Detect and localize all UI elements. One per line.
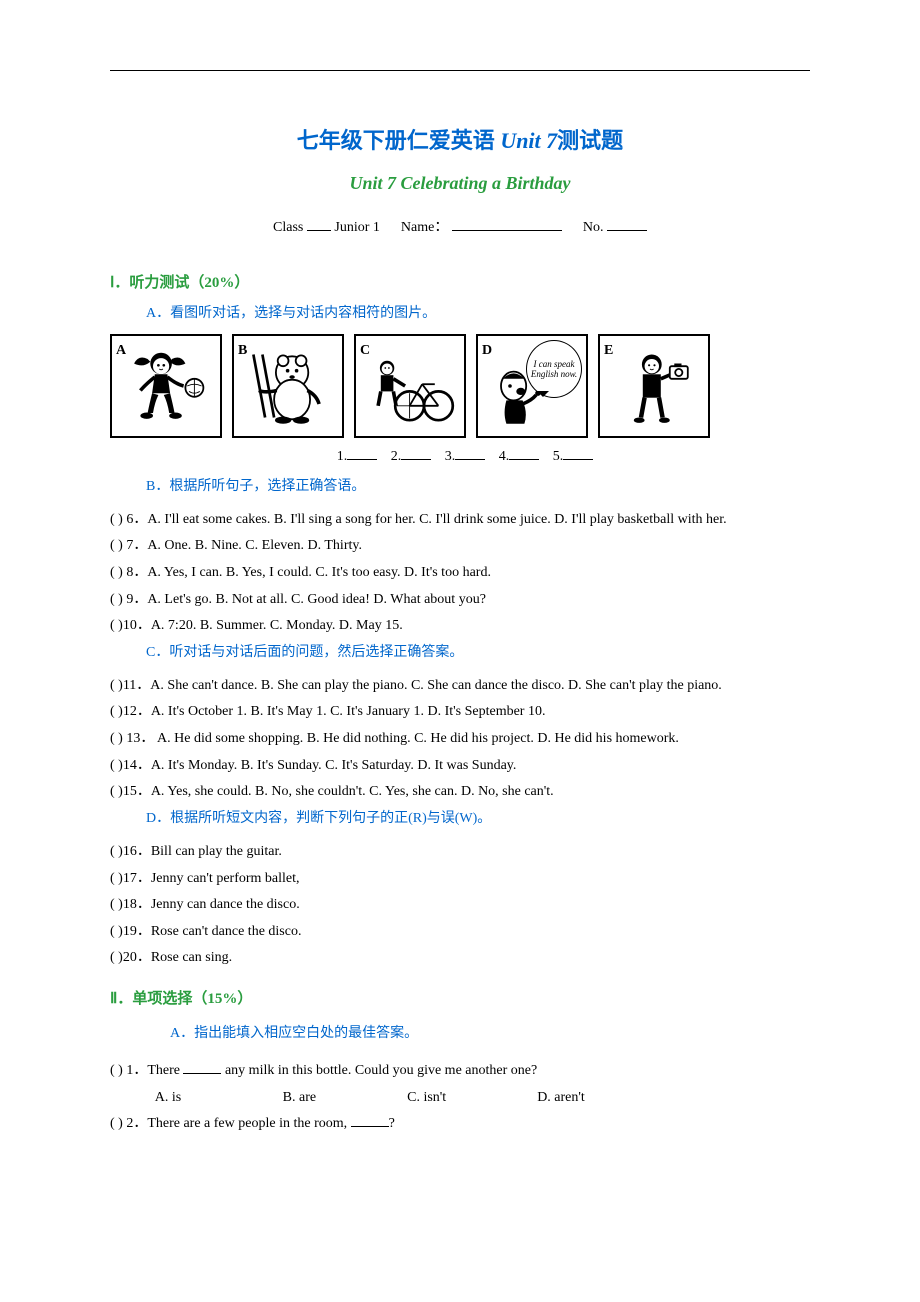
nb-3: 3. — [445, 449, 456, 464]
bubble-text: I can speak English now. — [529, 359, 579, 381]
image-options-row: A B — [110, 334, 810, 438]
blank-3[interactable] — [455, 446, 485, 460]
q9: ( ) 9．A. Let's go. B. Not at all. C. Goo… — [110, 587, 810, 614]
sub-d: D．根据所听短文内容，判断下列句子的正(R)与误(W)。 — [110, 806, 810, 831]
q10: ( )10．A. 7:20. B. Summer. C. Monday. D. … — [110, 613, 810, 640]
q19: ( )19．Rose can't dance the disco. — [110, 919, 810, 946]
q6: ( ) 6．A. I'll eat some cakes. B. I'll si… — [110, 507, 810, 534]
meta-name-label: Name： — [401, 220, 448, 235]
q15: ( )15．A. Yes, she could. B. No, she coul… — [110, 779, 810, 806]
blank-4[interactable] — [509, 446, 539, 460]
s2-q1-post: any milk in this bottle. Could you give … — [221, 1063, 537, 1078]
class-blank[interactable] — [307, 217, 331, 231]
q13: ( ) 13． A. He did some shopping. B. He d… — [110, 726, 810, 753]
sec2-sub-a: A．指出能填入相应空白处的最佳答案。 — [110, 1021, 810, 1046]
meta-class-label: Class — [273, 220, 303, 235]
sub-title: Unit 7 Celebrating a Birthday — [110, 167, 810, 199]
s2-q1-opts: A. is B. are C. isn't D. aren't — [110, 1085, 810, 1112]
s2-q1-blank[interactable] — [183, 1060, 221, 1074]
img-letter: A — [116, 338, 126, 363]
sub-b: B．根据所听句子，选择正确答语。 — [110, 474, 810, 499]
top-rule — [110, 70, 810, 71]
speech-bubble: I can speak English now. — [526, 340, 582, 398]
name-blank[interactable] — [452, 217, 562, 231]
img-letter: B — [238, 338, 247, 363]
meta-row: Class Junior 1 Name： No. — [110, 215, 810, 240]
no-blank[interactable] — [607, 217, 647, 231]
img-letter: E — [604, 338, 613, 363]
s2-q2-blank[interactable] — [351, 1113, 389, 1127]
sub-c: C．听对话与对话后面的问题，然后选择正确答案。 — [110, 640, 810, 665]
ski-bear-icon — [239, 341, 336, 431]
option-image-b: B — [232, 334, 344, 438]
nb-4: 4. — [499, 449, 510, 464]
q17: ( )17．Jenny can't perform ballet, — [110, 866, 810, 893]
camera-boy-icon — [605, 341, 702, 431]
q11: ( )11．A. She can't dance. B. She can pla… — [110, 673, 810, 700]
sub-a: A．看图听对话，选择与对话内容相符的图片。 — [110, 301, 810, 326]
bike-repair-icon — [361, 341, 458, 431]
s2-q2-pre: ( ) 2．There are a few people in the room… — [110, 1116, 351, 1131]
q14: ( )14．A. It's Monday. B. It's Sunday. C.… — [110, 753, 810, 780]
title-unit: Unit 7 — [500, 128, 557, 153]
s2-q1: ( ) 1．There any milk in this bottle. Cou… — [110, 1058, 810, 1085]
option-image-c: C — [354, 334, 466, 438]
q20: ( )20．Rose can sing. — [110, 945, 810, 972]
section-1-head: Ⅰ．听力测试（20%） — [110, 270, 810, 297]
q12: ( )12．A. It's October 1. B. It's May 1. … — [110, 699, 810, 726]
meta-junior: Junior 1 — [334, 220, 380, 235]
volleyball-girl-icon — [117, 341, 214, 431]
img-letter: D — [482, 338, 492, 363]
option-image-d: D I can speak English now. — [476, 334, 588, 438]
nb-2: 2. — [391, 449, 402, 464]
option-image-a: A — [110, 334, 222, 438]
nb-1: 1. — [337, 449, 348, 464]
q18: ( )18．Jenny can dance the disco. — [110, 892, 810, 919]
title-suffix: 测试题 — [557, 128, 623, 153]
s2-q2: ( ) 2．There are a few people in the room… — [110, 1111, 810, 1138]
s2-q2-post: ? — [389, 1116, 395, 1131]
blank-1[interactable] — [347, 446, 377, 460]
q7: ( ) 7．A. One. B. Nine. C. Eleven. D. Thi… — [110, 533, 810, 560]
number-blanks: 1. 2. 3. 4. 5. — [110, 444, 810, 469]
s2-q1-pre: ( ) 1．There — [110, 1063, 183, 1078]
nb-5: 5. — [553, 449, 564, 464]
section-2-head: Ⅱ．单项选择（15%） — [110, 986, 810, 1013]
blank-5[interactable] — [563, 446, 593, 460]
option-image-e: E — [598, 334, 710, 438]
meta-no-label: No. — [583, 220, 604, 235]
q16: ( )16．Bill can play the guitar. — [110, 839, 810, 866]
q8: ( ) 8．A. Yes, I can. B. Yes, I could. C.… — [110, 560, 810, 587]
blank-2[interactable] — [401, 446, 431, 460]
img-letter: C — [360, 338, 370, 363]
main-title: 七年级下册仁爱英语 Unit 7测试题 — [110, 121, 810, 161]
title-prefix: 七年级下册仁爱英语 — [297, 128, 501, 153]
